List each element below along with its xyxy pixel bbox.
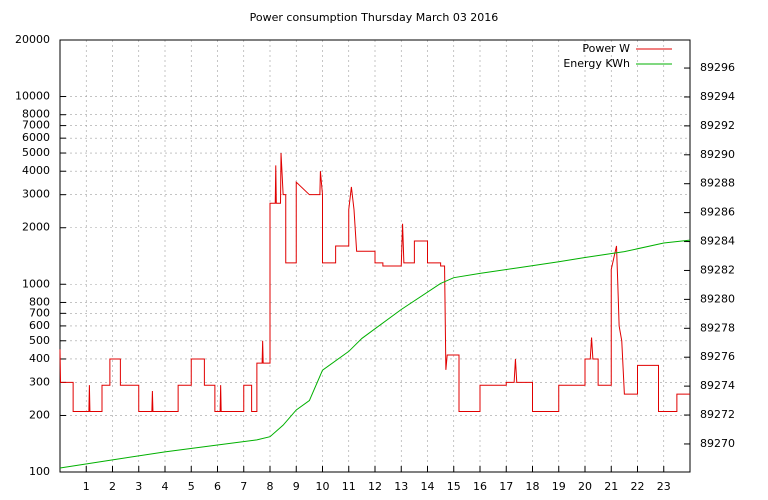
y2-tick-label: 89282 [700,263,735,276]
x-tick-label: 9 [293,480,300,493]
x-tick-label: 20 [578,480,592,493]
y-tick-label: 400 [29,352,50,365]
x-tick-label: 7 [240,480,247,493]
y2-tick-label: 89294 [700,90,735,103]
x-tick-label: 17 [499,480,513,493]
y-tick-label: 100 [29,465,50,478]
legend-label: Power W [582,42,630,55]
y-tick-label: 7000 [22,119,50,132]
x-tick-label: 19 [552,480,566,493]
legend-label: Energy KWh [563,57,630,70]
chart-title: Power consumption Thursday March 03 2016 [250,11,499,24]
y-tick-label: 300 [29,375,50,388]
y2-tick-label: 89292 [700,119,735,132]
y-tick-label: 200 [29,408,50,421]
y-tick-label: 20000 [15,33,50,46]
y2-tick-label: 89284 [700,235,735,248]
x-tick-label: 22 [631,480,645,493]
x-tick-label: 11 [342,480,356,493]
y-tick-label: 4000 [22,164,50,177]
x-tick-label: 4 [162,480,169,493]
x-tick-label: 12 [368,480,382,493]
x-tick-label: 23 [657,480,671,493]
x-tick-label: 6 [214,480,221,493]
x-tick-label: 16 [473,480,487,493]
x-tick-label: 1 [83,480,90,493]
y2-tick-label: 89296 [700,61,735,74]
y-tick-label: 6000 [22,131,50,144]
series-line [59,153,690,413]
y2-tick-label: 89286 [700,206,735,219]
y2-tick-label: 89290 [700,148,735,161]
x-tick-label: 10 [316,480,330,493]
series-line [59,239,691,469]
y2-tick-label: 89270 [700,437,735,450]
x-tick-label: 14 [421,480,435,493]
x-tick-label: 5 [188,480,195,493]
x-tick-label: 2 [109,480,116,493]
plot-frame [59,39,691,473]
y-tick-label: 2000 [22,221,50,234]
x-tick-label: 18 [526,480,540,493]
y-tick-label: 800 [29,295,50,308]
y2-tick-label: 89288 [700,177,735,190]
x-tick-label: 21 [604,480,618,493]
y-tick-label: 3000 [22,188,50,201]
y-tick-label: 8000 [22,108,50,121]
y-tick-label: 700 [29,306,50,319]
y-tick-label: 5000 [22,146,50,159]
y2-tick-label: 89276 [700,350,735,363]
x-tick-label: 13 [394,480,408,493]
x-tick-label: 15 [447,480,461,493]
x-tick-label: 3 [135,480,142,493]
y-tick-label: 500 [29,334,50,347]
y2-tick-label: 89278 [700,321,735,334]
y-tick-label: 1000 [22,277,50,290]
y-tick-label: 600 [29,319,50,332]
y2-tick-label: 89272 [700,408,735,421]
y2-tick-label: 89274 [700,379,735,392]
x-tick-label: 8 [267,480,274,493]
y2-tick-label: 89280 [700,292,735,305]
y-tick-label: 10000 [15,90,50,103]
